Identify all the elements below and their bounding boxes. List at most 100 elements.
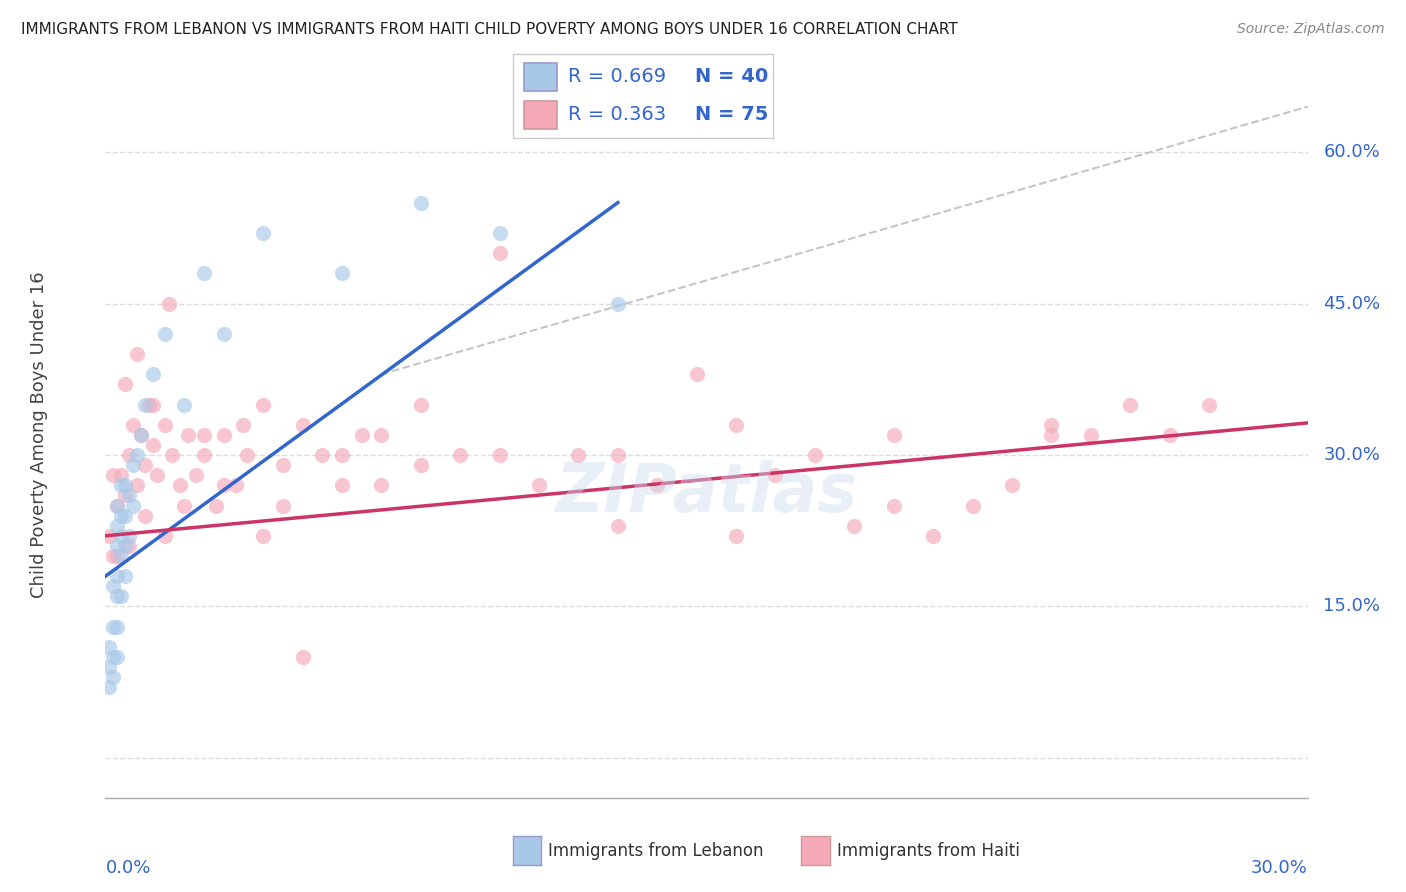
Point xyxy=(105,569,128,583)
Point xyxy=(98,529,121,543)
Point xyxy=(409,195,432,210)
Point xyxy=(153,326,176,341)
Point xyxy=(153,417,176,432)
Point xyxy=(125,448,148,462)
Point xyxy=(212,326,235,341)
Point xyxy=(350,428,373,442)
Point xyxy=(291,417,314,432)
Point xyxy=(98,660,121,674)
Point xyxy=(114,569,136,583)
Point xyxy=(330,478,353,492)
Point xyxy=(685,368,707,382)
Point xyxy=(105,499,128,513)
Text: ZIPatlas: ZIPatlas xyxy=(555,460,858,526)
Point xyxy=(409,458,432,472)
Text: 30.0%: 30.0% xyxy=(1251,859,1308,877)
Point xyxy=(606,518,628,533)
Point xyxy=(110,529,132,543)
Point xyxy=(225,478,247,492)
Point xyxy=(138,398,160,412)
Point xyxy=(122,417,145,432)
Point xyxy=(883,499,905,513)
Point xyxy=(488,246,510,260)
Text: 15.0%: 15.0% xyxy=(1323,598,1381,615)
Point xyxy=(527,478,550,492)
Point xyxy=(193,428,215,442)
Point xyxy=(1080,428,1102,442)
Point xyxy=(1198,398,1220,412)
Point xyxy=(105,539,128,553)
Point xyxy=(1159,428,1181,442)
Point xyxy=(606,448,628,462)
Point xyxy=(105,590,128,604)
Point xyxy=(1001,478,1024,492)
Point xyxy=(409,398,432,412)
Text: N = 40: N = 40 xyxy=(696,67,769,87)
Point xyxy=(330,448,353,462)
Point xyxy=(725,529,748,543)
Point xyxy=(114,539,136,553)
Point xyxy=(291,650,314,665)
FancyBboxPatch shape xyxy=(523,62,557,91)
Point xyxy=(110,590,132,604)
Point xyxy=(184,468,207,483)
Text: R = 0.669: R = 0.669 xyxy=(568,67,666,87)
Point xyxy=(232,417,254,432)
Point xyxy=(114,488,136,502)
Point xyxy=(118,529,141,543)
Text: Child Poverty Among Boys Under 16: Child Poverty Among Boys Under 16 xyxy=(31,271,48,599)
Point xyxy=(122,458,145,472)
Point xyxy=(114,478,136,492)
Point xyxy=(330,266,353,280)
Point xyxy=(110,508,132,523)
Point xyxy=(114,377,136,392)
Point xyxy=(134,398,156,412)
Point xyxy=(1119,398,1142,412)
Point xyxy=(645,478,668,492)
Point xyxy=(125,478,148,492)
Point xyxy=(105,549,128,563)
Point xyxy=(173,398,195,412)
Point xyxy=(103,620,125,634)
Point xyxy=(103,670,125,684)
Text: IMMIGRANTS FROM LEBANON VS IMMIGRANTS FROM HAITI CHILD POVERTY AMONG BOYS UNDER : IMMIGRANTS FROM LEBANON VS IMMIGRANTS FR… xyxy=(21,22,957,37)
Text: Source: ZipAtlas.com: Source: ZipAtlas.com xyxy=(1237,22,1385,37)
Point xyxy=(114,508,136,523)
Point xyxy=(105,499,128,513)
Text: 0.0%: 0.0% xyxy=(105,859,150,877)
Point xyxy=(118,488,141,502)
Point xyxy=(173,499,195,513)
Text: 30.0%: 30.0% xyxy=(1323,446,1381,464)
Point xyxy=(105,650,128,665)
Point xyxy=(204,499,226,513)
Point xyxy=(162,448,184,462)
Point xyxy=(103,468,125,483)
Point xyxy=(449,448,471,462)
Point xyxy=(212,428,235,442)
Point xyxy=(252,398,274,412)
Point xyxy=(271,499,294,513)
Point xyxy=(1040,428,1063,442)
Point xyxy=(105,620,128,634)
Point xyxy=(125,347,148,361)
Point xyxy=(488,448,510,462)
Point xyxy=(118,539,141,553)
Text: Immigrants from Lebanon: Immigrants from Lebanon xyxy=(548,841,763,860)
Point xyxy=(804,448,827,462)
Point xyxy=(98,640,121,654)
Point xyxy=(252,226,274,240)
Text: N = 75: N = 75 xyxy=(696,105,769,125)
Point xyxy=(962,499,984,513)
Point xyxy=(169,478,191,492)
Point xyxy=(98,680,121,694)
Point xyxy=(193,266,215,280)
Point xyxy=(157,296,180,310)
Point xyxy=(311,448,333,462)
Point xyxy=(883,428,905,442)
Text: Immigrants from Haiti: Immigrants from Haiti xyxy=(837,841,1019,860)
Point xyxy=(922,529,945,543)
Point xyxy=(103,579,125,593)
Point xyxy=(145,468,167,483)
Point xyxy=(177,428,200,442)
Point xyxy=(212,478,235,492)
